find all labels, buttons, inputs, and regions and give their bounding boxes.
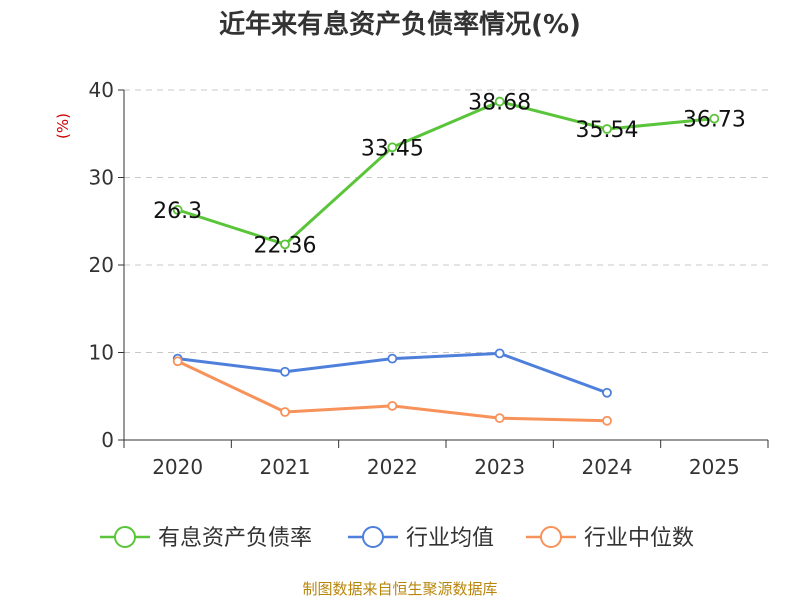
chart-title: 近年来有息资产负债率情况(%): [219, 10, 581, 40]
legend-marker: [362, 526, 384, 548]
y-tick-label: 20: [89, 253, 114, 277]
data-point: [280, 366, 290, 377]
data-point: [387, 400, 398, 411]
source-note: 制图数据来自恒生聚源数据库: [302, 580, 498, 598]
data-label: 36.73: [683, 108, 746, 133]
data-label: 33.45: [361, 136, 424, 161]
data-point: [172, 204, 183, 215]
legend-label: 有息资产负债率: [158, 526, 312, 551]
data-point: [280, 407, 290, 417]
data-point: [172, 356, 183, 367]
legend-item-2: 行业均值: [348, 526, 494, 551]
series-line-1: [177, 100, 715, 246]
legend: 有息资产负债率 行业均值 行业中位数: [100, 526, 694, 551]
legend-item-3: 行业中位数: [526, 526, 694, 551]
series-layer: [172, 96, 720, 426]
data-label: 35.54: [576, 118, 639, 143]
data-label: 22.36: [254, 233, 317, 258]
data-label: 26.3: [153, 199, 202, 224]
data-point: [709, 113, 720, 124]
legend-label: 行业中位数: [584, 526, 694, 551]
data-point: [602, 124, 612, 134]
data-point: [602, 415, 612, 426]
legend-marker: [114, 526, 136, 548]
legend-marker: [540, 526, 562, 548]
axis-layer: 0 10 20 30 40 2020 2021 2022 2023 2024 2025 (%): [54, 78, 769, 479]
x-tick-label: 2024: [582, 455, 633, 479]
y-tick-label: 10: [89, 341, 114, 365]
data-point: [494, 348, 505, 359]
x-tick-label: 2023: [474, 455, 525, 479]
data-label: 38.68: [468, 91, 531, 116]
x-tick-label: 2021: [260, 455, 311, 479]
label-layer: 26.3 22.36 33.45 38.68 35.54 36.73: [153, 91, 746, 259]
y-tick-label: 40: [89, 78, 114, 102]
legend-item-1: 有息资产负债率: [100, 526, 312, 551]
y-tick-label: 30: [89, 166, 114, 190]
data-point: [602, 387, 612, 398]
x-tick-label: 2025: [689, 455, 740, 479]
y-axis-label: (%): [54, 113, 72, 139]
x-tick-label: 2022: [367, 455, 418, 479]
legend-label: 行业均值: [406, 526, 494, 551]
data-point: [494, 96, 505, 107]
y-tick-label: 0: [101, 428, 114, 452]
grid-layer: [124, 89, 768, 353]
data-point: [387, 353, 398, 364]
data-point: [280, 239, 290, 250]
data-point: [387, 142, 398, 153]
data-point: [494, 413, 505, 424]
x-tick-label: 2020: [152, 455, 203, 479]
